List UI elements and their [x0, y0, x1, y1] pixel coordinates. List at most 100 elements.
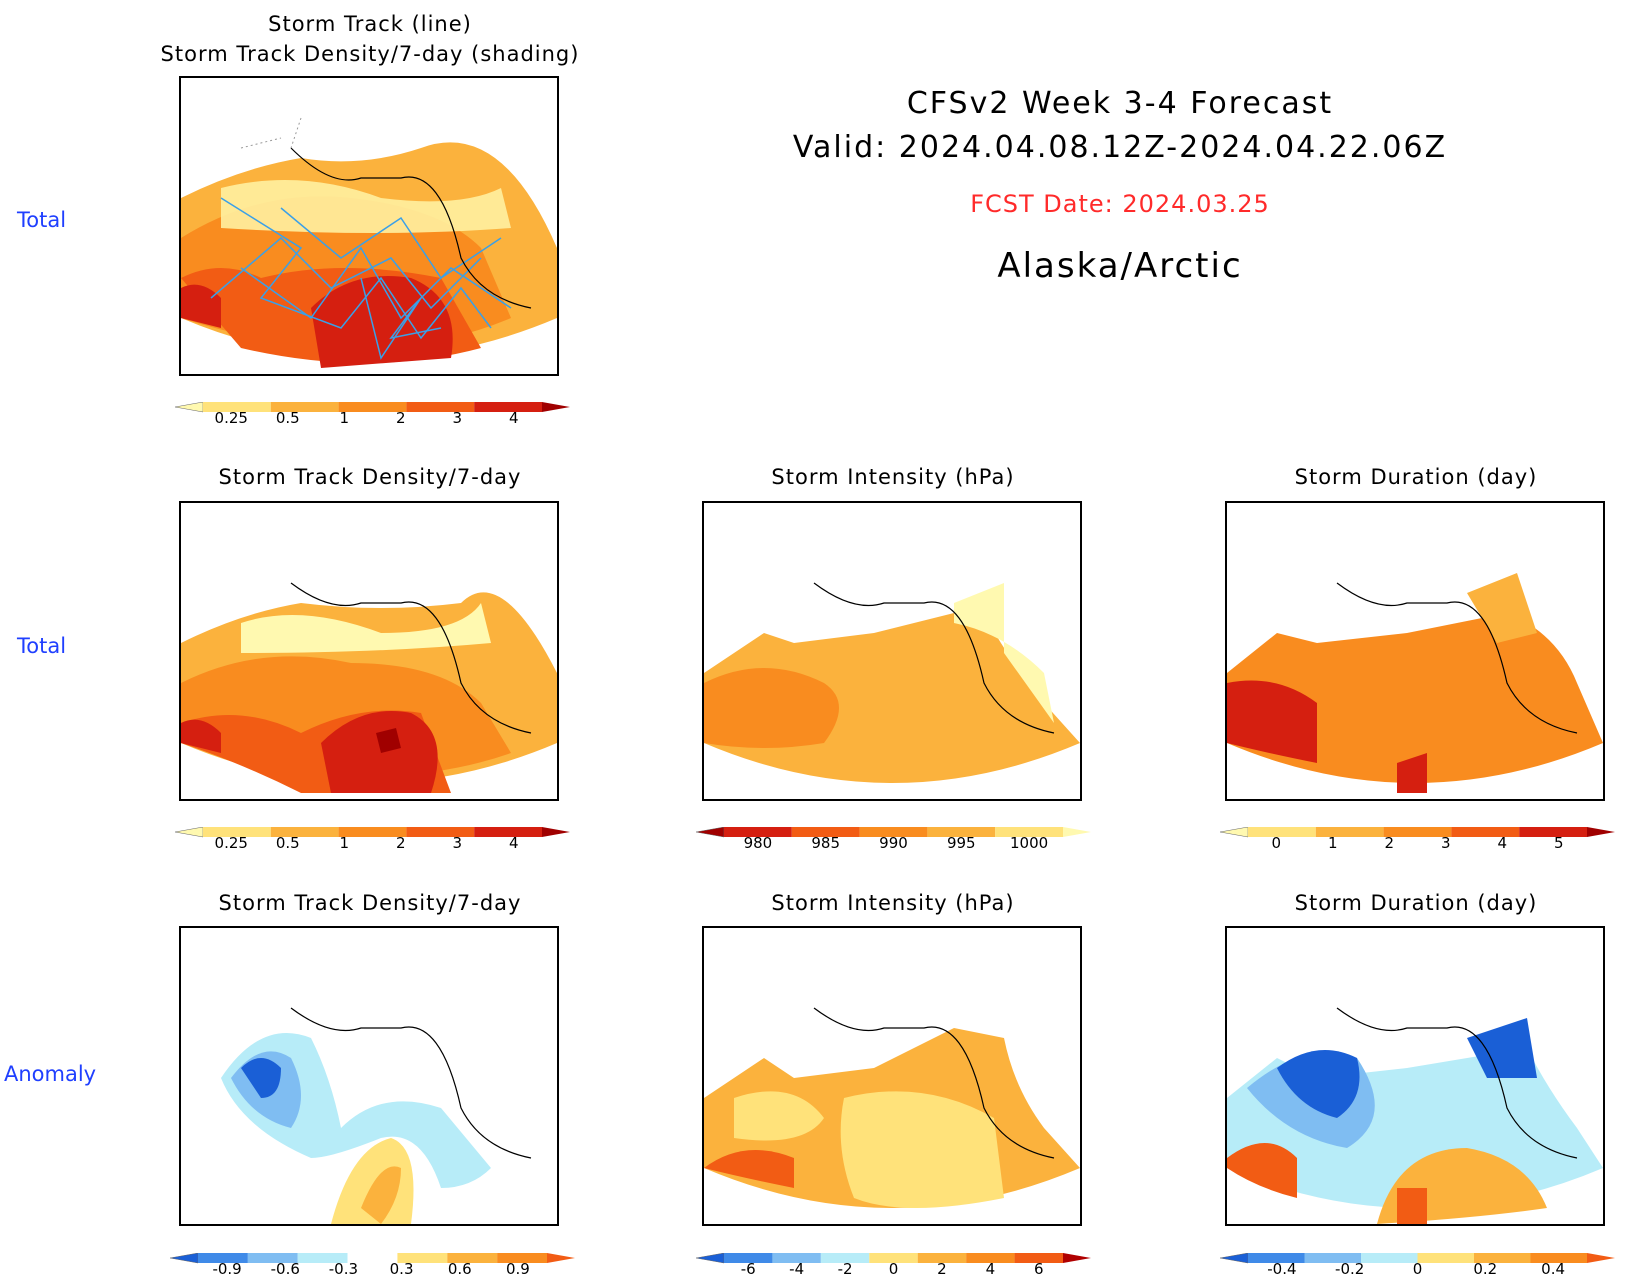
colorbar-segment — [1248, 827, 1316, 837]
colorbar-segment — [1014, 1253, 1063, 1263]
colorbar-tick-label: 4 — [509, 834, 519, 852]
colorbar-right-arrow — [1063, 827, 1091, 837]
colorbar-segment — [791, 827, 860, 837]
colorbar-tick-label: 2 — [1384, 834, 1394, 852]
colorbar-tick-label: 0.5 — [276, 409, 300, 427]
colorbar-segment — [406, 827, 475, 837]
colorbar-tick-label: 0.2 — [1473, 1260, 1497, 1275]
colorbar-segment — [474, 827, 542, 837]
valid-range: Valid: 2024.04.08.12Z-2024.04.22.06Z — [792, 130, 1448, 165]
forecast-date: FCST Date: 2024.03.25 — [970, 190, 1270, 218]
colorbar-tick-label: -0.9 — [212, 1260, 241, 1275]
colorbar-left-arrow — [696, 1253, 725, 1264]
colorbar-segment — [270, 402, 339, 412]
colorbar-tick-label: 2 — [396, 834, 406, 852]
colorbar-segment — [995, 827, 1063, 837]
colorbar-tick-label: 4 — [1497, 834, 1507, 852]
colorbar-segment — [497, 1253, 547, 1263]
colorbar-tick-label: 1000 — [1010, 834, 1048, 852]
colorbar-tick-label: 0.6 — [448, 1260, 472, 1275]
colorbar-intensity-anomaly: -6 -4 -2 0 2 4 6 — [696, 1253, 1091, 1275]
colorbar-tick-label: 985 — [811, 834, 840, 852]
colorbar-left-arrow — [1220, 827, 1249, 838]
colorbar-left-arrow — [696, 827, 725, 838]
colorbar-segment — [917, 1253, 967, 1263]
colorbar-segment — [198, 1253, 248, 1263]
colorbar-segment — [347, 1253, 398, 1263]
map-duration-total — [1225, 501, 1605, 801]
row-label-anomaly: Anomaly — [4, 1062, 97, 1086]
colorbar-left-arrow — [1220, 1253, 1249, 1264]
colorbar-right-arrow — [542, 827, 570, 837]
colorbar-intensity-total: 980 985 990 995 1000 — [696, 827, 1091, 852]
colorbar-segment — [1304, 1253, 1361, 1263]
colorbar-right-arrow — [1063, 1253, 1091, 1263]
colorbar-duration-total: 0 1 2 3 4 5 — [1220, 827, 1615, 852]
colorbar-tick-label: 0.3 — [390, 1260, 414, 1275]
colorbar-tick-label: 0.25 — [215, 409, 248, 427]
colorbar-segment — [1451, 827, 1520, 837]
panel6-title: Storm Intensity (hPa) — [771, 891, 1015, 915]
colorbar-segment — [474, 402, 542, 412]
colorbar-tick-label: -2 — [838, 1260, 853, 1275]
panel7-title: Storm Duration (day) — [1294, 891, 1538, 915]
colorbar-tick-label: 3 — [1441, 834, 1451, 852]
colorbar-segment — [203, 402, 271, 412]
colorbar-tick-label: 0 — [1271, 834, 1281, 852]
colorbar-segment — [1383, 827, 1452, 837]
colorbar-segment — [1519, 827, 1587, 837]
map-track-density-with-tracks — [179, 76, 559, 376]
map-track-density-total — [179, 501, 559, 801]
colorbar-segment — [820, 1253, 870, 1263]
colorbar-segment — [270, 827, 339, 837]
colorbar-tick-label: 2 — [937, 1260, 947, 1275]
colorbar-segment — [927, 827, 996, 837]
colorbar-segment — [1248, 1253, 1305, 1263]
panel2-title: Storm Track Density/7-day — [218, 465, 522, 489]
colorbar-segment — [297, 1253, 348, 1263]
colorbar-segment — [1417, 1253, 1474, 1263]
colorbar-segment — [724, 827, 792, 837]
colorbar-segment — [772, 1253, 821, 1263]
colorbar-right-arrow — [1587, 827, 1615, 837]
region-title: Alaska/Arctic — [997, 246, 1243, 286]
colorbar-left-arrow — [175, 827, 204, 838]
colorbar-segment — [397, 1253, 448, 1263]
colorbar-tick-label: 0.4 — [1541, 1260, 1565, 1275]
colorbar-segment — [338, 827, 407, 837]
colorbar-tick-label: 3 — [452, 834, 462, 852]
colorbar-tick-label: 1 — [339, 834, 349, 852]
panel4-title: Storm Duration (day) — [1294, 465, 1538, 489]
colorbar-tick-label: 995 — [947, 834, 976, 852]
colorbar-tick-label: -0.6 — [271, 1260, 300, 1275]
colorbar-tick-label: 4 — [509, 409, 519, 427]
row-label-total-1: Total — [17, 208, 67, 232]
colorbar-tick-label: 4 — [986, 1260, 996, 1275]
colorbar-left-arrow — [170, 1253, 199, 1264]
colorbar-segment — [724, 1253, 773, 1263]
map-track-density-anomaly — [179, 926, 559, 1226]
colorbar-segment — [406, 402, 475, 412]
colorbar-segment — [859, 827, 928, 837]
map-intensity-anomaly — [702, 926, 1082, 1226]
colorbar-tick-label: 1 — [339, 409, 349, 427]
colorbar-segment — [247, 1253, 298, 1263]
colorbar-density-total: 0.25 0.5 1 2 3 4 — [175, 827, 570, 852]
colorbar-tick-label: 0.9 — [506, 1260, 530, 1275]
colorbar-tick-label: 3 — [452, 409, 462, 427]
colorbar-left-arrow — [175, 402, 204, 413]
colorbar-tick-label: -0.2 — [1335, 1260, 1364, 1275]
colorbar-right-arrow — [1587, 1253, 1615, 1263]
colorbar-segment — [1361, 1253, 1418, 1263]
panel1-title-line: Storm Track (line) — [268, 12, 472, 36]
colorbar-segment — [203, 827, 271, 837]
colorbar-right-arrow — [542, 402, 570, 412]
colorbar-tick-label: 2 — [396, 409, 406, 427]
colorbar-duration-anomaly: -0.4 -0.2 0 0.2 0.4 — [1220, 1253, 1615, 1275]
colorbar-segment — [869, 1253, 918, 1263]
colorbar-segment — [1315, 827, 1384, 837]
colorbar-tick-label: 980 — [744, 834, 773, 852]
colorbar-tick-label: 0.5 — [276, 834, 300, 852]
colorbar-right-arrow — [547, 1253, 575, 1263]
colorbar-tick-label: 1 — [1328, 834, 1338, 852]
